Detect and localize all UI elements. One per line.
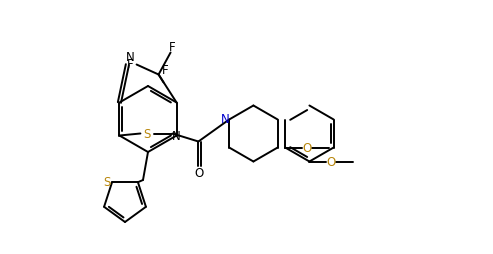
- Text: S: S: [144, 128, 151, 140]
- Text: F: F: [162, 64, 169, 77]
- Text: F: F: [169, 41, 176, 54]
- Text: N: N: [126, 51, 135, 64]
- Text: O: O: [303, 141, 312, 154]
- Text: N: N: [221, 113, 230, 125]
- Text: O: O: [327, 155, 336, 168]
- Text: O: O: [195, 166, 204, 179]
- Text: N: N: [172, 130, 181, 142]
- Text: F: F: [127, 58, 134, 71]
- Text: S: S: [104, 175, 111, 188]
